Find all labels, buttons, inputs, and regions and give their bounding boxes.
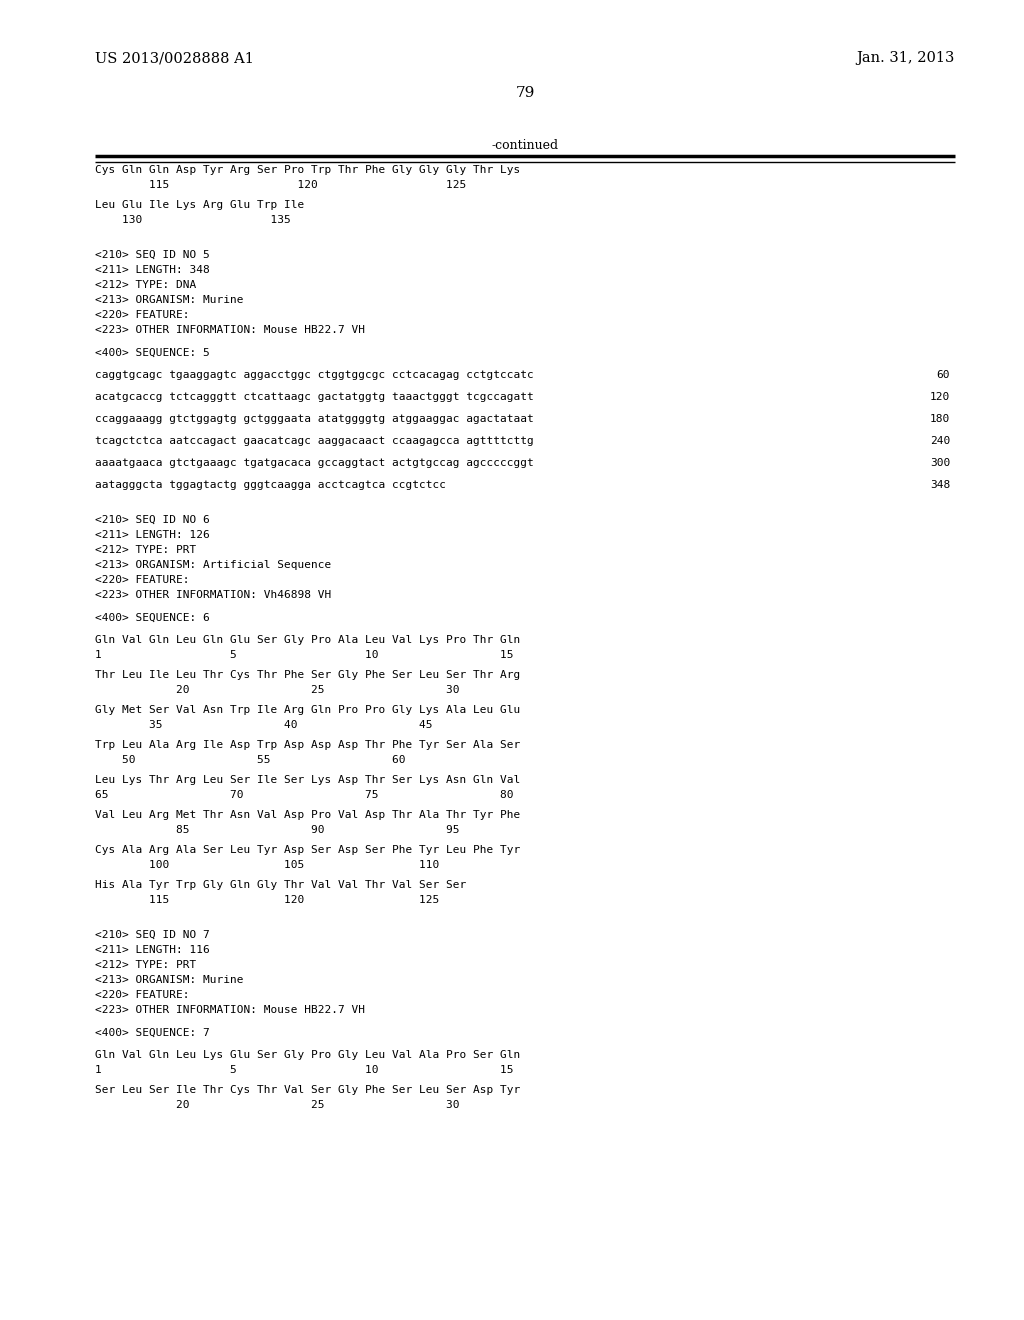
Text: 130                   135: 130 135 <box>95 215 291 224</box>
Text: 180: 180 <box>930 414 950 424</box>
Text: 1                   5                   10                  15: 1 5 10 15 <box>95 649 513 660</box>
Text: -continued: -continued <box>492 139 558 152</box>
Text: ccaggaaagg gtctggagtg gctgggaata atatggggtg atggaaggac agactataat: ccaggaaagg gtctggagtg gctgggaata atatggg… <box>95 414 534 424</box>
Text: 300: 300 <box>930 458 950 469</box>
Text: <220> FEATURE:: <220> FEATURE: <box>95 576 189 585</box>
Text: <211> LENGTH: 116: <211> LENGTH: 116 <box>95 945 210 954</box>
Text: Gln Val Gln Leu Lys Glu Ser Gly Pro Gly Leu Val Ala Pro Ser Gln: Gln Val Gln Leu Lys Glu Ser Gly Pro Gly … <box>95 1049 520 1060</box>
Text: Jan. 31, 2013: Jan. 31, 2013 <box>857 51 955 65</box>
Text: 120: 120 <box>930 392 950 403</box>
Text: 50                  55                  60: 50 55 60 <box>95 755 406 766</box>
Text: <211> LENGTH: 348: <211> LENGTH: 348 <box>95 265 210 275</box>
Text: <400> SEQUENCE: 7: <400> SEQUENCE: 7 <box>95 1028 210 1038</box>
Text: 115                   120                   125: 115 120 125 <box>95 180 466 190</box>
Text: Leu Lys Thr Arg Leu Ser Ile Ser Lys Asp Thr Ser Lys Asn Gln Val: Leu Lys Thr Arg Leu Ser Ile Ser Lys Asp … <box>95 775 520 785</box>
Text: <211> LENGTH: 126: <211> LENGTH: 126 <box>95 531 210 540</box>
Text: 79: 79 <box>515 86 535 100</box>
Text: His Ala Tyr Trp Gly Gln Gly Thr Val Val Thr Val Ser Ser: His Ala Tyr Trp Gly Gln Gly Thr Val Val … <box>95 880 466 890</box>
Text: 240: 240 <box>930 436 950 446</box>
Text: 85                  90                  95: 85 90 95 <box>95 825 460 836</box>
Text: <213> ORGANISM: Murine: <213> ORGANISM: Murine <box>95 975 244 985</box>
Text: Leu Glu Ile Lys Arg Glu Trp Ile: Leu Glu Ile Lys Arg Glu Trp Ile <box>95 201 304 210</box>
Text: Ser Leu Ser Ile Thr Cys Thr Val Ser Gly Phe Ser Leu Ser Asp Tyr: Ser Leu Ser Ile Thr Cys Thr Val Ser Gly … <box>95 1085 520 1096</box>
Text: <223> OTHER INFORMATION: Vh46898 VH: <223> OTHER INFORMATION: Vh46898 VH <box>95 590 331 601</box>
Text: <212> TYPE: DNA: <212> TYPE: DNA <box>95 280 197 290</box>
Text: 100                 105                 110: 100 105 110 <box>95 861 439 870</box>
Text: 115                 120                 125: 115 120 125 <box>95 895 439 906</box>
Text: Trp Leu Ala Arg Ile Asp Trp Asp Asp Asp Thr Phe Tyr Ser Ala Ser: Trp Leu Ala Arg Ile Asp Trp Asp Asp Asp … <box>95 741 520 750</box>
Text: <210> SEQ ID NO 7: <210> SEQ ID NO 7 <box>95 931 210 940</box>
Text: <400> SEQUENCE: 6: <400> SEQUENCE: 6 <box>95 612 210 623</box>
Text: 65                  70                  75                  80: 65 70 75 80 <box>95 789 513 800</box>
Text: <210> SEQ ID NO 6: <210> SEQ ID NO 6 <box>95 515 210 525</box>
Text: <212> TYPE: PRT: <212> TYPE: PRT <box>95 545 197 554</box>
Text: 348: 348 <box>930 480 950 490</box>
Text: 20                  25                  30: 20 25 30 <box>95 685 460 696</box>
Text: <210> SEQ ID NO 5: <210> SEQ ID NO 5 <box>95 249 210 260</box>
Text: <223> OTHER INFORMATION: Mouse HB22.7 VH: <223> OTHER INFORMATION: Mouse HB22.7 VH <box>95 1005 365 1015</box>
Text: <220> FEATURE:: <220> FEATURE: <box>95 990 189 1001</box>
Text: aaaatgaaca gtctgaaagc tgatgacaca gccaggtact actgtgccag agcccccggt: aaaatgaaca gtctgaaagc tgatgacaca gccaggt… <box>95 458 534 469</box>
Text: 1                   5                   10                  15: 1 5 10 15 <box>95 1065 513 1074</box>
Text: <223> OTHER INFORMATION: Mouse HB22.7 VH: <223> OTHER INFORMATION: Mouse HB22.7 VH <box>95 325 365 335</box>
Text: <400> SEQUENCE: 5: <400> SEQUENCE: 5 <box>95 348 210 358</box>
Text: 35                  40                  45: 35 40 45 <box>95 719 432 730</box>
Text: aatagggcta tggagtactg gggtcaagga acctcagtca ccgtctcc: aatagggcta tggagtactg gggtcaagga acctcag… <box>95 480 446 490</box>
Text: acatgcaccg tctcagggtt ctcattaagc gactatggtg taaactgggt tcgccagatt: acatgcaccg tctcagggtt ctcattaagc gactatg… <box>95 392 534 403</box>
Text: tcagctctca aatccagact gaacatcagc aaggacaact ccaagagcca agttttcttg: tcagctctca aatccagact gaacatcagc aaggaca… <box>95 436 534 446</box>
Text: caggtgcagc tgaaggagtc aggacctggc ctggtggcgc cctcacagag cctgtccatc: caggtgcagc tgaaggagtc aggacctggc ctggtgg… <box>95 370 534 380</box>
Text: Val Leu Arg Met Thr Asn Val Asp Pro Val Asp Thr Ala Thr Tyr Phe: Val Leu Arg Met Thr Asn Val Asp Pro Val … <box>95 810 520 820</box>
Text: <212> TYPE: PRT: <212> TYPE: PRT <box>95 960 197 970</box>
Text: Gln Val Gln Leu Gln Glu Ser Gly Pro Ala Leu Val Lys Pro Thr Gln: Gln Val Gln Leu Gln Glu Ser Gly Pro Ala … <box>95 635 520 645</box>
Text: US 2013/0028888 A1: US 2013/0028888 A1 <box>95 51 254 65</box>
Text: Cys Gln Gln Asp Tyr Arg Ser Pro Trp Thr Phe Gly Gly Gly Thr Lys: Cys Gln Gln Asp Tyr Arg Ser Pro Trp Thr … <box>95 165 520 176</box>
Text: 20                  25                  30: 20 25 30 <box>95 1100 460 1110</box>
Text: Cys Ala Arg Ala Ser Leu Tyr Asp Ser Asp Ser Phe Tyr Leu Phe Tyr: Cys Ala Arg Ala Ser Leu Tyr Asp Ser Asp … <box>95 845 520 855</box>
Text: <220> FEATURE:: <220> FEATURE: <box>95 310 189 319</box>
Text: Thr Leu Ile Leu Thr Cys Thr Phe Ser Gly Phe Ser Leu Ser Thr Arg: Thr Leu Ile Leu Thr Cys Thr Phe Ser Gly … <box>95 671 520 680</box>
Text: 60: 60 <box>937 370 950 380</box>
Text: <213> ORGANISM: Murine: <213> ORGANISM: Murine <box>95 294 244 305</box>
Text: Gly Met Ser Val Asn Trp Ile Arg Gln Pro Pro Gly Lys Ala Leu Glu: Gly Met Ser Val Asn Trp Ile Arg Gln Pro … <box>95 705 520 715</box>
Text: <213> ORGANISM: Artificial Sequence: <213> ORGANISM: Artificial Sequence <box>95 560 331 570</box>
